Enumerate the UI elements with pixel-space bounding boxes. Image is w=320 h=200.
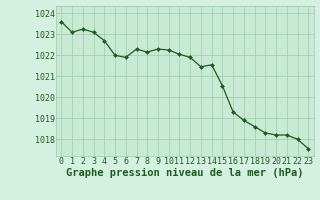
X-axis label: Graphe pression niveau de la mer (hPa): Graphe pression niveau de la mer (hPa): [66, 168, 304, 178]
